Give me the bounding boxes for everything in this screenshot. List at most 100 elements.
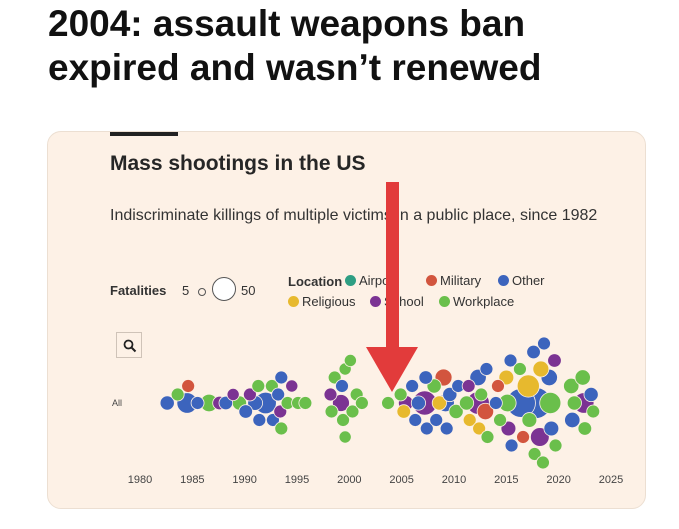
legend-workplace-dot	[439, 296, 450, 307]
data-point-other[interactable]	[439, 421, 454, 436]
data-point-other[interactable]	[190, 396, 205, 410]
data-point-religious[interactable]	[431, 395, 447, 411]
data-point-other[interactable]	[410, 395, 426, 411]
data-point-workplace[interactable]	[513, 362, 527, 376]
data-point-workplace[interactable]	[493, 413, 507, 427]
data-point-religious[interactable]	[532, 360, 550, 378]
data-point-workplace[interactable]	[298, 396, 313, 410]
data-point-workplace[interactable]	[577, 421, 593, 436]
data-point-other[interactable]	[479, 362, 494, 376]
data-point-workplace[interactable]	[343, 353, 357, 368]
data-point-religious[interactable]	[472, 421, 487, 436]
data-point-workplace[interactable]	[459, 395, 475, 411]
size-legend-large-circle	[212, 277, 236, 301]
data-point-other[interactable]	[543, 420, 560, 437]
headline-line-2: expired and wasn’t renewed	[48, 47, 542, 88]
data-point-workplace[interactable]	[345, 404, 360, 419]
chart-card: Mass shootings in the US Indiscriminate …	[47, 131, 646, 509]
data-point-workplace[interactable]	[274, 421, 289, 436]
data-point-school[interactable]	[461, 379, 476, 393]
x-tick-label: 1990	[232, 474, 256, 486]
fatalities-max: 50	[241, 283, 256, 298]
data-point-religious[interactable]	[396, 404, 411, 419]
data-point-workplace[interactable]	[536, 455, 550, 470]
data-point-workplace[interactable]	[393, 387, 408, 402]
x-tick-label: 2010	[442, 474, 466, 486]
data-point-school[interactable]	[323, 387, 338, 402]
data-point-school[interactable]	[285, 379, 299, 393]
data-point-workplace[interactable]	[338, 430, 352, 444]
data-point-other[interactable]	[429, 413, 444, 427]
legend-other[interactable]: Other	[498, 273, 545, 288]
row-label-all: All	[112, 398, 123, 408]
headline-line-1: 2004: assault weapons ban	[48, 3, 526, 44]
data-point-other[interactable]	[274, 370, 289, 385]
legend-military[interactable]: Military	[426, 273, 481, 288]
data-point-other[interactable]	[408, 413, 423, 427]
data-point-military[interactable]	[516, 430, 530, 444]
x-tick-label: 2020	[546, 474, 570, 486]
legend-religious[interactable]: Religious	[288, 294, 355, 309]
data-point-workplace[interactable]	[355, 396, 369, 410]
x-tick-label: 2015	[494, 474, 518, 486]
data-point-workplace[interactable]	[566, 395, 582, 411]
beeswarm-chart: 1980 1985 1990 1995 2000 2005 2010 2015 2020 2025	[128, 336, 623, 486]
data-point-workplace[interactable]	[324, 404, 339, 419]
data-point-school[interactable]	[226, 387, 240, 402]
data-point-other[interactable]	[252, 413, 267, 427]
data-point-military[interactable]	[181, 379, 196, 393]
data-point-other[interactable]	[564, 411, 581, 429]
data-point-school[interactable]	[547, 353, 562, 368]
data-point-other[interactable]	[335, 379, 349, 393]
legend-religious-dot	[288, 296, 299, 307]
data-point-workplace[interactable]	[586, 404, 601, 419]
data-point-other[interactable]	[503, 353, 518, 368]
data-point-other[interactable]	[159, 395, 175, 411]
search-button[interactable]	[116, 332, 142, 358]
data-point-other[interactable]	[238, 404, 253, 419]
data-point-workplace[interactable]	[251, 379, 266, 393]
headline: 2004: assault weapons ban expired and wa…	[48, 2, 668, 90]
data-point-workplace[interactable]	[474, 387, 489, 402]
legend-school-dot	[370, 296, 381, 307]
data-point-workplace[interactable]	[448, 403, 464, 420]
data-point-workplace[interactable]	[548, 438, 563, 453]
data-point-school[interactable]	[243, 387, 257, 402]
legend-airport-dot	[345, 275, 356, 286]
data-point-workplace[interactable]	[336, 413, 350, 427]
location-label: Location	[288, 274, 343, 289]
data-point-workplace[interactable]	[563, 377, 580, 395]
data-point-workplace[interactable]	[381, 396, 395, 410]
legend-other-label: Other	[512, 273, 545, 288]
data-point-other[interactable]	[419, 421, 434, 436]
data-point-other[interactable]	[488, 396, 503, 410]
data-point-workplace[interactable]	[521, 412, 538, 428]
data-point-military[interactable]	[476, 402, 495, 421]
legend-workplace[interactable]: Workplace	[439, 294, 514, 309]
data-point-other[interactable]	[271, 387, 286, 402]
data-point-other[interactable]	[405, 379, 420, 393]
data-point-religious[interactable]	[516, 374, 540, 398]
data-point-workplace[interactable]	[574, 369, 591, 386]
data-point-workplace[interactable]	[539, 392, 562, 414]
data-point-workplace[interactable]	[527, 447, 542, 461]
data-point-other[interactable]	[583, 386, 599, 403]
legend-military-dot	[426, 275, 437, 286]
data-point-workplace[interactable]	[480, 430, 495, 444]
data-point-other[interactable]	[504, 438, 519, 453]
x-tick-label: 1980	[128, 474, 152, 486]
data-point-other[interactable]	[526, 344, 541, 360]
data-point-religious[interactable]	[462, 413, 477, 427]
data-point-other[interactable]	[537, 336, 551, 351]
x-tick-label: 2000	[337, 474, 361, 486]
size-legend-small-circle	[198, 288, 206, 296]
data-point-workplace[interactable]	[170, 387, 185, 402]
legend-other-dot	[498, 275, 509, 286]
x-tick-label: 1995	[285, 474, 309, 486]
chart-subtitle: Indiscriminate killings of multiple vict…	[110, 207, 598, 224]
data-point-military[interactable]	[491, 379, 505, 393]
legend-workplace-label: Workplace	[453, 294, 515, 309]
data-point-other[interactable]	[418, 370, 433, 385]
arrow-head	[366, 347, 418, 392]
